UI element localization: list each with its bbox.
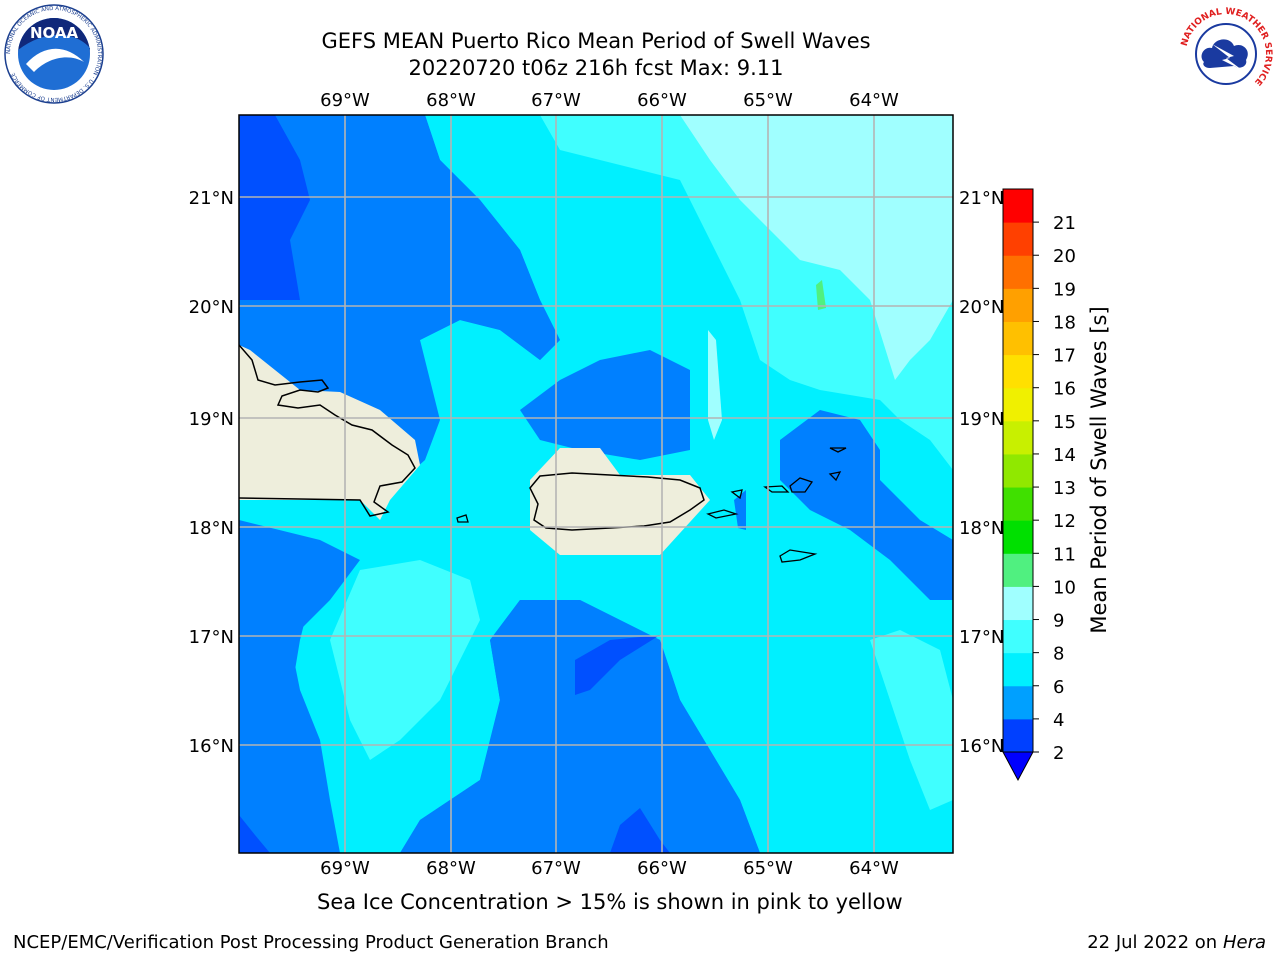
colorbar-segment	[1003, 520, 1033, 554]
colorbar-tick-label: 13	[1053, 478, 1076, 499]
colorbar-tick-label: 6	[1053, 677, 1064, 698]
colorbar-segment	[1003, 685, 1033, 720]
colorbar-segment	[1003, 288, 1033, 322]
lon-label-bottom: 64°W	[849, 858, 899, 879]
colorbar-frame	[1002, 188, 1034, 753]
colorbar: 2 4 6 8 9 10 11 12 13 14 15 16 17 18 19 20 21 Mean Perio…	[1002, 188, 1111, 782]
colorbar-tick-label: 16	[1053, 379, 1076, 400]
lon-label-top: 69°W	[320, 90, 370, 111]
lon-label-top: 64°W	[849, 90, 899, 111]
lat-label-right: 21°N	[959, 188, 1004, 209]
colorbar-tick-label: 19	[1053, 279, 1076, 300]
footer-credit: NCEP/EMC/Verification Post Processing Pr…	[13, 932, 609, 953]
colorbar-segment	[1003, 453, 1033, 488]
colorbar-segment	[1003, 586, 1033, 621]
lon-label-top: 67°W	[531, 90, 581, 111]
lon-label-top: 68°W	[426, 90, 476, 111]
lon-labels: 69°W 68°W 67°W 66°W 65°W 64°W 69°W 68°W …	[320, 90, 899, 879]
colorbar-under-triangle	[1002, 751, 1034, 782]
colorbar-segment	[1003, 255, 1033, 289]
virgin-islands-coast	[456, 447, 847, 563]
lat-labels: 21°N 20°N 19°N 18°N 17°N 16°N 21°N 20°N …	[189, 188, 1005, 757]
colorbar-segment	[1003, 387, 1033, 422]
colorbar-tick-label: 18	[1053, 312, 1076, 333]
lon-label-top: 65°W	[743, 90, 793, 111]
colorbar-tick-label: 14	[1053, 445, 1076, 466]
lat-label-left: 17°N	[189, 627, 234, 648]
lat-label-left: 16°N	[189, 736, 234, 757]
map-frame	[238, 114, 954, 854]
field-level-9-10	[680, 115, 953, 380]
chart-title: GEFS MEAN Puerto Rico Mean Period of Swe…	[321, 29, 871, 53]
lat-label-left: 21°N	[189, 188, 234, 209]
noaa-logo-text: NOAA	[30, 24, 79, 42]
colorbar-segment	[1003, 718, 1033, 753]
colorbar-tick-label: 8	[1053, 644, 1064, 665]
colorbar-segment	[1003, 487, 1033, 521]
colorbar-segment	[1003, 222, 1033, 256]
colorbar-tick-label: 2	[1053, 743, 1064, 764]
colorbar-tick-label: 11	[1053, 544, 1076, 565]
lon-label-bottom: 65°W	[743, 858, 793, 879]
lat-label-left: 18°N	[189, 518, 234, 539]
lon-label-bottom: 67°W	[531, 858, 581, 879]
lat-label-right: 19°N	[959, 409, 1004, 430]
colorbar-segment	[1003, 553, 1033, 587]
colorbar-label: Mean Period of Swell Waves [s]	[1087, 306, 1111, 633]
field-level-10-11	[816, 280, 826, 310]
puerto-rico-land	[530, 448, 710, 555]
colorbar-segment	[1003, 652, 1033, 687]
chart-subtitle: 20220720 t06z 216h fcst Max: 9.11	[408, 56, 784, 80]
field-level-8-9-south	[330, 560, 480, 760]
colorbar-segment	[1003, 354, 1033, 389]
lon-label-bottom: 69°W	[320, 858, 370, 879]
colorbar-tick-label: 10	[1053, 577, 1076, 598]
hispaniola-land	[239, 345, 420, 520]
lat-label-right: 18°N	[959, 518, 1004, 539]
lat-label-left: 20°N	[189, 297, 234, 318]
nws-logo: NATIONAL WEATHER SERVICE	[1178, 6, 1274, 102]
colorbar-segment	[1003, 189, 1033, 223]
colorbar-tick-label: 21	[1053, 213, 1076, 234]
colorbar-segment	[1003, 420, 1033, 455]
lat-label-left: 19°N	[189, 409, 234, 430]
sea-ice-caption: Sea Ice Concentration > 15% is shown in …	[317, 890, 903, 914]
colorbar-tick-label: 20	[1053, 246, 1076, 267]
colorbar-tick-label: 4	[1053, 710, 1064, 731]
puerto-rico-coast	[529, 472, 705, 531]
colorbar-tick-label: 17	[1053, 346, 1076, 367]
hispaniola-coast	[239, 344, 416, 517]
footer-date: 22 Jul 2022 on Hera	[1087, 932, 1266, 953]
colorbar-tick-label: 12	[1053, 511, 1076, 532]
lat-label-right: 17°N	[959, 627, 1004, 648]
swell-period-field	[239, 115, 953, 853]
field-level-2-4	[239, 115, 310, 300]
lon-label-bottom: 66°W	[637, 858, 687, 879]
footer-machine: Hera	[1222, 932, 1266, 953]
lat-label-right: 20°N	[959, 297, 1004, 318]
noaa-logo: NATIONAL OCEANIC AND ATMOSPHERIC ADMINIS…	[4, 4, 104, 104]
colorbar-segment	[1003, 321, 1033, 356]
colorbar-segment	[1003, 619, 1033, 654]
lon-label-top: 66°W	[637, 90, 687, 111]
map-gridlines	[239, 115, 953, 853]
colorbar-tick-label: 9	[1053, 611, 1064, 632]
colorbar-tick-label: 15	[1053, 412, 1076, 433]
lon-label-bottom: 68°W	[426, 858, 476, 879]
lat-label-right: 16°N	[959, 736, 1004, 757]
footer-date-text: 22 Jul 2022 on	[1087, 932, 1223, 953]
